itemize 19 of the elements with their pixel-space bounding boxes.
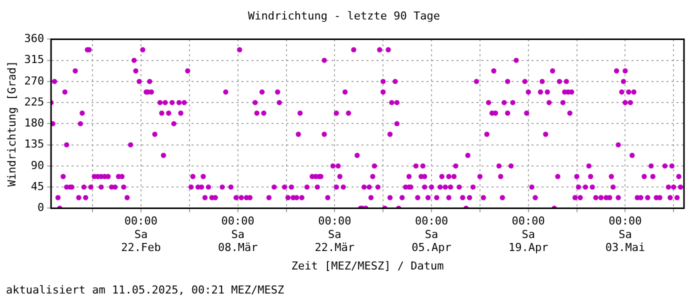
text: aktualisiert am 11.05.2025, 00:21 MEZ/MESZ xyxy=(6,283,285,296)
y-tick-label: 0 xyxy=(37,201,44,214)
y-tick-label: 360 xyxy=(24,32,44,46)
x-tick-label: 00:00 Sa 05.Apr xyxy=(412,214,452,254)
y-tick-label: 45 xyxy=(30,180,44,193)
x-tick-label: 00:00 Sa 08.Mär xyxy=(218,214,258,254)
y-tick-label: 270 xyxy=(24,74,44,88)
y-axis-title: Windrichtung [Grad] xyxy=(5,60,18,187)
y-tick-label: 315 xyxy=(24,53,44,66)
x-axis-title: Zeit [MEZ/MESZ] / Datum xyxy=(291,259,444,272)
x-tick-label: 00:00 Sa 22.Feb xyxy=(121,214,161,254)
y-tick-label: 135 xyxy=(24,138,44,151)
chart-title: Windrichtung - letzte 90 Tage xyxy=(248,9,440,22)
y-tick-label: 180 xyxy=(24,116,44,130)
y-tick-label: 225 xyxy=(24,95,44,108)
x-tick-label: 00:00 Sa 03.Mai xyxy=(605,214,646,254)
x-tick-label: 00:00 Sa 22.Mär xyxy=(314,214,355,254)
x-tick-label: 00:00 Sa 19.Apr xyxy=(508,214,549,254)
y-tick-label: 90 xyxy=(30,158,44,172)
